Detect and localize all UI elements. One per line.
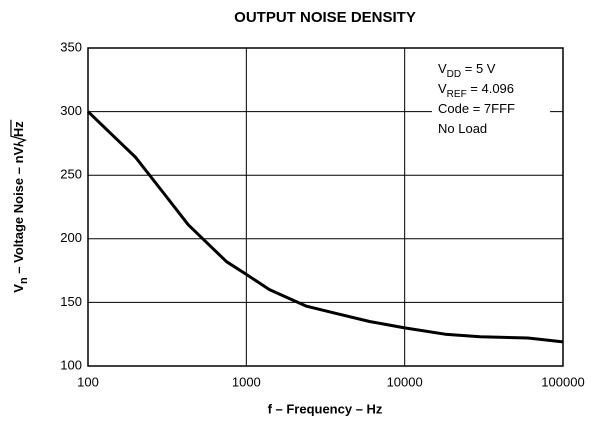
chart-title: OUTPUT NOISE DENSITY [234,9,416,26]
annotation-background [432,58,550,142]
line [86,110,564,344]
annotation-main: Code = 7FFF [438,101,515,116]
y-label-main: V [11,284,26,293]
x-axis-label: f – Frequency – Hz [268,401,383,416]
x-tick-label: 100 [77,374,99,389]
annotation-rest: = 4.096 [467,81,514,96]
y-label-root: Hz [11,121,26,137]
y-label-sub: n [18,277,30,284]
y-axis-label: Vn – Voltage Noise – nV/Hz [10,119,30,293]
y-tick-label: 250 [60,167,82,182]
x-tick-label: 1000 [232,374,261,389]
annotation: No Load [438,121,487,136]
y-label-rest: – Voltage Noise – nV/ [11,143,26,278]
y-axis-label-text: Vn – Voltage Noise – nV/Hz [11,121,29,293]
y-tick-label: 100 [60,357,82,372]
annotation-main: No Load [438,121,487,136]
y-tick-label: 200 [60,230,82,245]
annotation: Code = 7FFF [438,101,515,116]
annotation-sub: DD [447,69,461,80]
y-tick-label: 150 [60,294,82,309]
y-tick-label: 350 [60,39,82,54]
y-tick-label: 300 [60,103,82,118]
sqrt-sign [10,119,27,147]
annotation: VDD = 5 V [438,61,496,79]
annotation-main: V [438,81,447,96]
annotation-sub: REF [447,89,467,100]
x-tick-label: 100000 [541,374,584,389]
annotation-main: V [438,61,447,76]
x-tick-label: 10000 [387,374,423,389]
annotation: VREF = 4.096 [438,81,514,99]
annotation-rest: = 5 V [461,61,496,76]
plot-frame [87,47,564,367]
